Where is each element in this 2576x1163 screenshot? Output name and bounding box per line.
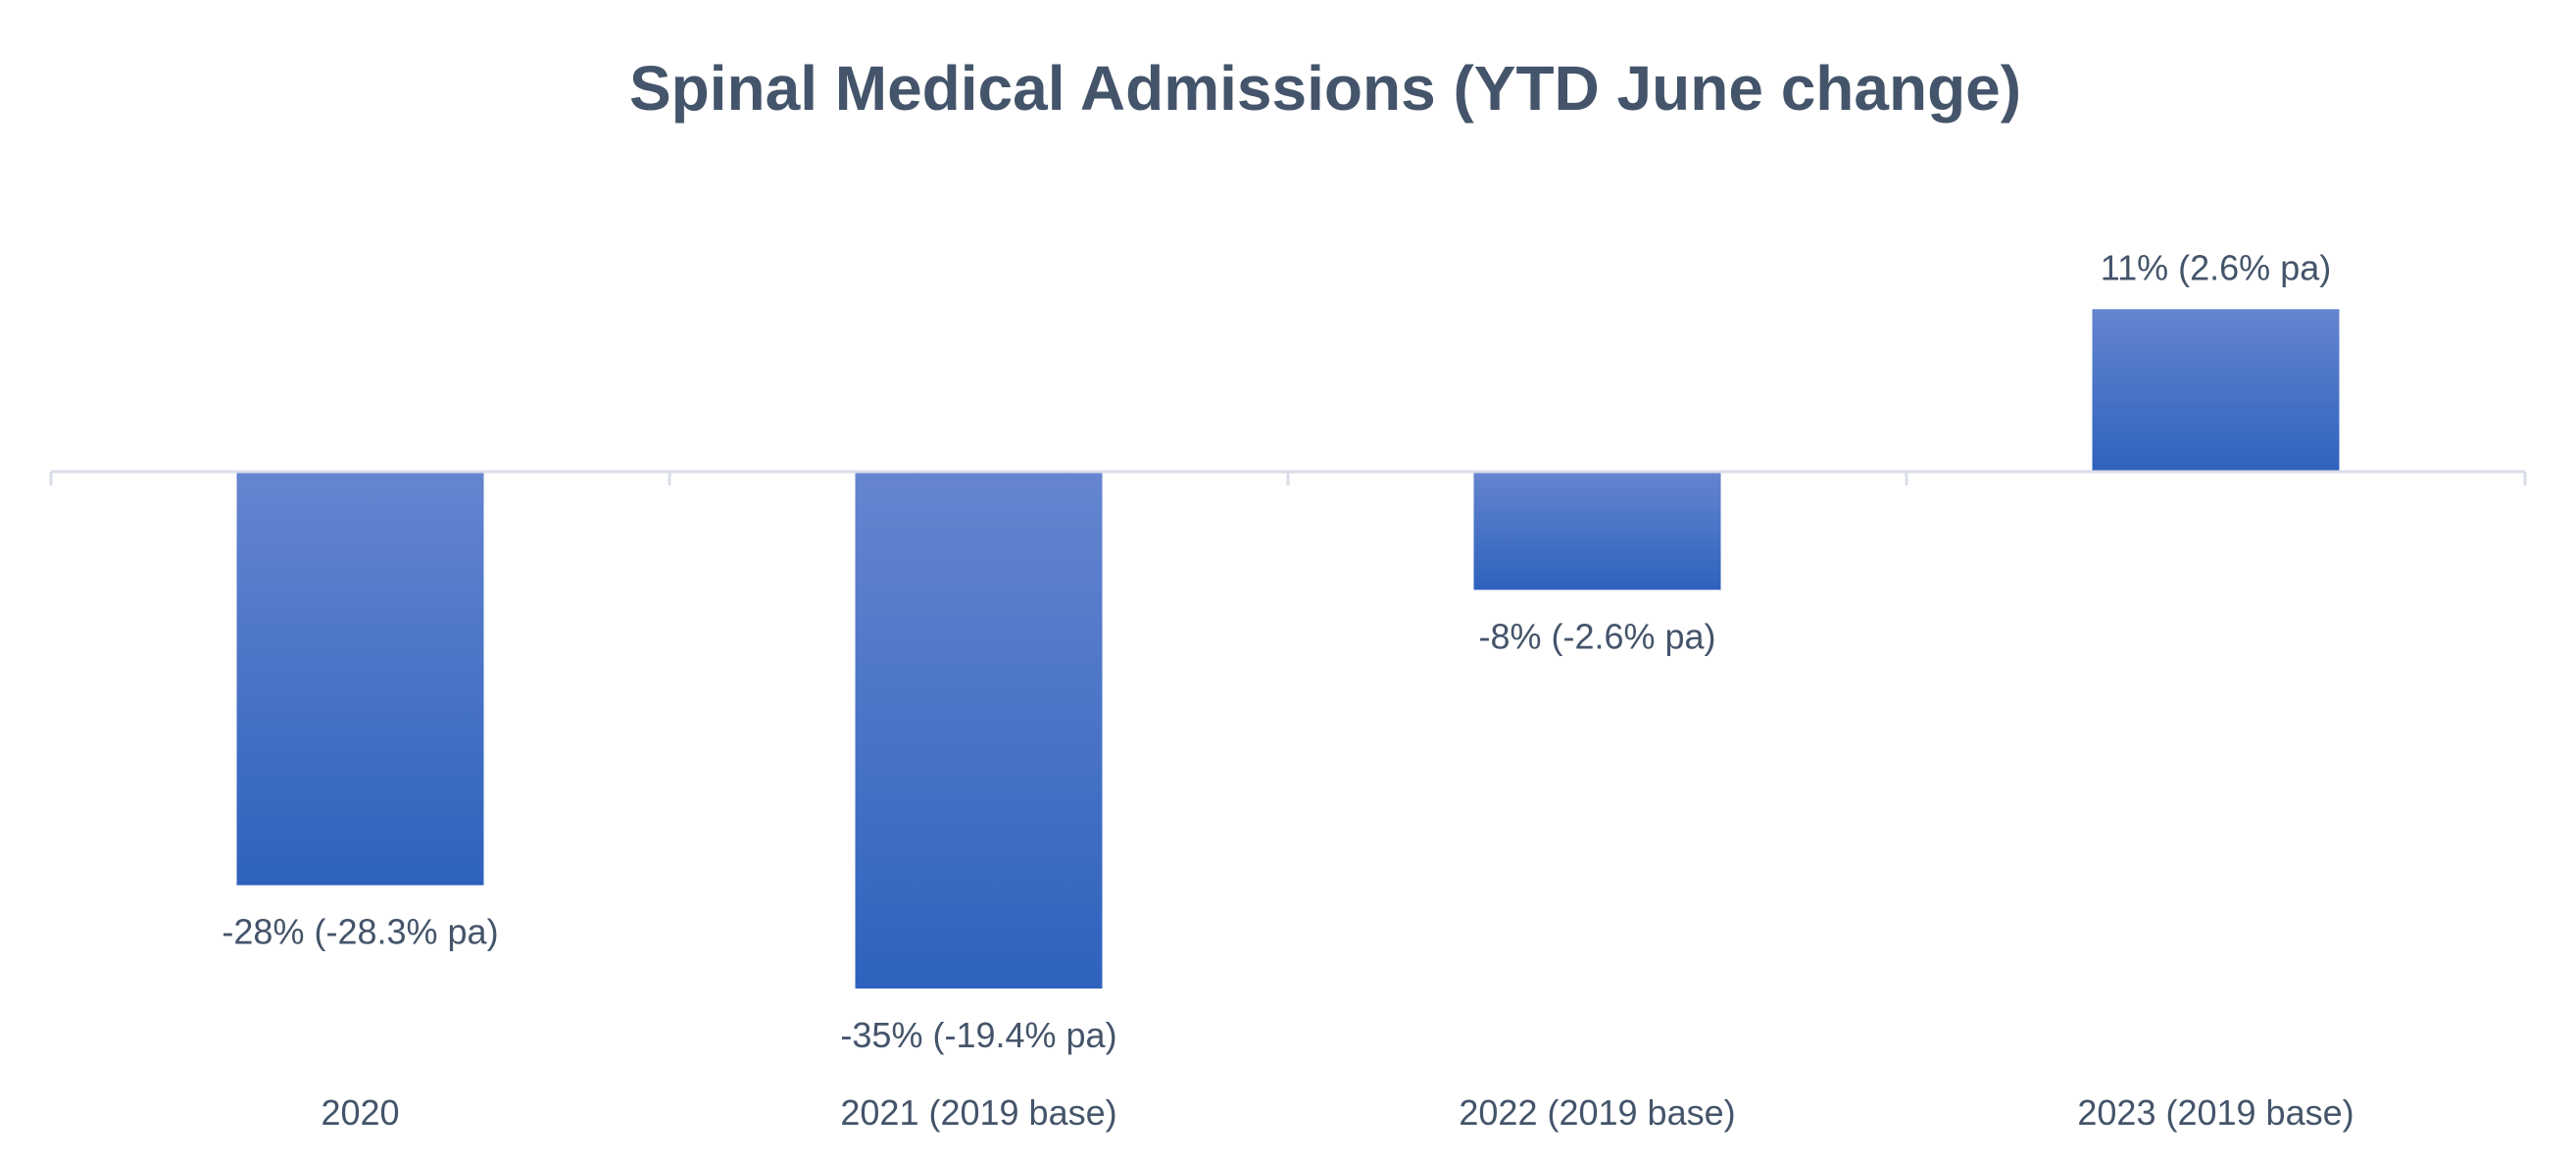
data-label: -8% (-2.6% pa) <box>1478 617 1715 657</box>
category-label: 2021 (2019 base) <box>840 1092 1116 1133</box>
category-label: 2022 (2019 base) <box>1459 1092 1735 1133</box>
plot-area: -28% (-28.3% pa) -35% (-19.4% pa) -8% (-2.… <box>49 247 2527 1133</box>
bar-2020 <box>236 472 484 885</box>
chart-title: Spinal Medical Admissions (YTD June chan… <box>629 53 2021 124</box>
data-label: -28% (-28.3% pa) <box>222 912 498 952</box>
bar-2021 <box>855 472 1103 989</box>
bar-2022 <box>1473 472 1721 590</box>
data-label: 11% (2.6% pa) <box>2101 247 2331 287</box>
category-label: 2020 <box>321 1092 399 1133</box>
data-label: -35% (-19.4% pa) <box>840 1015 1116 1055</box>
bar-2023 <box>2092 309 2340 472</box>
category-label: 2023 (2019 base) <box>2077 1092 2353 1133</box>
